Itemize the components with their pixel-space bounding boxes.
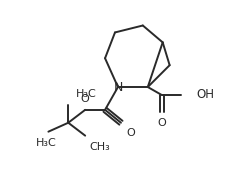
Text: O: O bbox=[126, 128, 135, 138]
Text: OH: OH bbox=[196, 88, 214, 102]
Text: CH₃: CH₃ bbox=[89, 142, 110, 152]
Text: O: O bbox=[81, 94, 90, 104]
Text: N: N bbox=[113, 80, 123, 94]
Text: H₃C: H₃C bbox=[36, 138, 57, 148]
Text: H₃C: H₃C bbox=[76, 89, 97, 99]
Text: O: O bbox=[157, 118, 166, 128]
